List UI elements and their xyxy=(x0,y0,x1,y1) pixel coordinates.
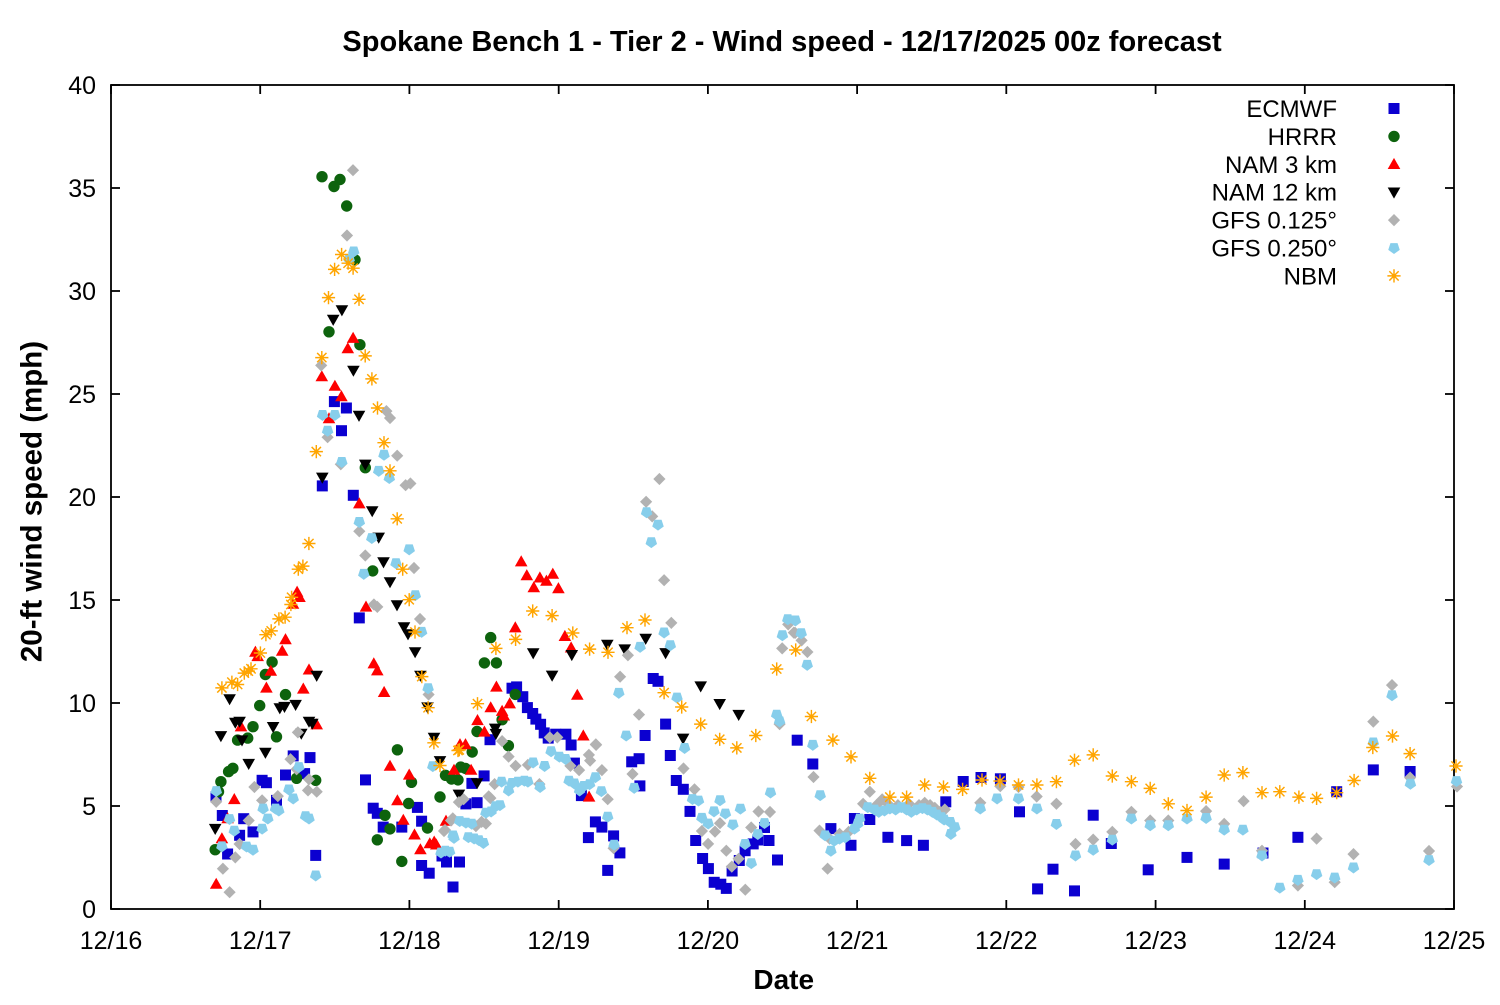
svg-text:NAM 3 km: NAM 3 km xyxy=(1225,152,1337,179)
svg-text:20: 20 xyxy=(68,484,96,512)
svg-text:12/18: 12/18 xyxy=(378,927,441,955)
svg-text:5: 5 xyxy=(82,793,96,821)
svg-text:Date: Date xyxy=(753,964,814,995)
svg-text:20-ft wind speed (mph): 20-ft wind speed (mph) xyxy=(16,341,49,662)
svg-text:12/20: 12/20 xyxy=(677,927,740,955)
svg-text:HRRR: HRRR xyxy=(1268,124,1337,151)
svg-text:12/25: 12/25 xyxy=(1423,927,1486,955)
svg-text:12/21: 12/21 xyxy=(826,927,889,955)
svg-text:12/16: 12/16 xyxy=(80,927,143,955)
svg-text:12/17: 12/17 xyxy=(229,927,292,955)
svg-text:12/24: 12/24 xyxy=(1274,927,1337,955)
svg-text:10: 10 xyxy=(68,690,96,718)
svg-text:12/22: 12/22 xyxy=(975,927,1038,955)
svg-text:0: 0 xyxy=(82,896,96,924)
svg-text:35: 35 xyxy=(68,175,96,203)
svg-text:12/19: 12/19 xyxy=(527,927,590,955)
svg-text:25: 25 xyxy=(68,381,96,409)
svg-text:NAM 12 km: NAM 12 km xyxy=(1212,180,1337,207)
svg-text:ECMWF: ECMWF xyxy=(1246,96,1337,123)
svg-text:40: 40 xyxy=(68,72,96,100)
svg-text:GFS 0.250°: GFS 0.250° xyxy=(1211,236,1337,263)
svg-text:NBM: NBM xyxy=(1284,263,1337,290)
svg-text:15: 15 xyxy=(68,587,96,615)
svg-text:30: 30 xyxy=(68,278,96,306)
svg-text:GFS 0.125°: GFS 0.125° xyxy=(1211,208,1337,235)
svg-text:12/23: 12/23 xyxy=(1124,927,1187,955)
svg-text:Spokane Bench 1 - Tier 2 - Win: Spokane Bench 1 - Tier 2 - Wind speed - … xyxy=(342,26,1222,58)
